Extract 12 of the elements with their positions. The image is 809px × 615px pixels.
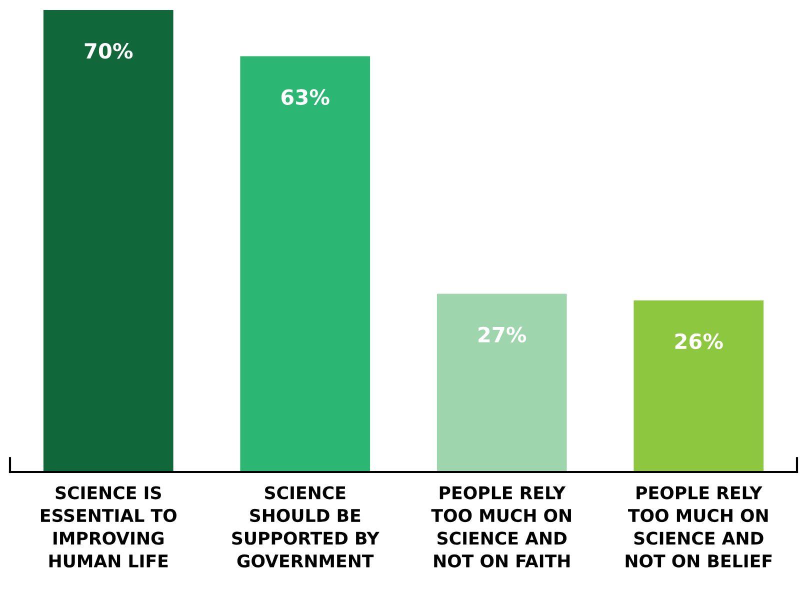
bar [634, 300, 764, 472]
x-tick-label: PEOPLE RELY TOO MUCH ON SCIENCE AND NOT ON BELIEF [626, 486, 772, 568]
x-tick-label: SCIENCE SHOULD BE SUPPORTED BY GOVERNMENT [232, 486, 380, 568]
bar [436, 294, 567, 472]
bar [43, 10, 174, 472]
bar [240, 56, 370, 472]
data-label: 27% [478, 326, 526, 343]
x-tick-label: PEOPLE RELY TOO MUCH ON SCIENCE AND NOT ON FAITH [431, 486, 571, 568]
data-label: 70% [84, 42, 133, 59]
data-label: 26% [675, 333, 723, 350]
data-label: 63% [281, 89, 330, 105]
x-tick-label: SCIENCE IS ESSENTIAL TO IMPROVING HUMAN LIFE [41, 486, 176, 568]
